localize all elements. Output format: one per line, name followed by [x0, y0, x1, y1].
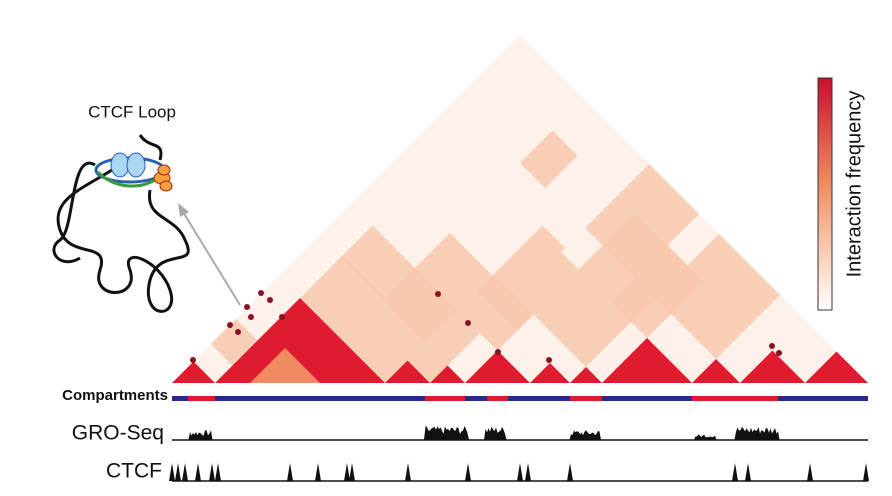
ctcf-peak: [863, 463, 869, 481]
map-block: [585, 164, 699, 278]
map-block: [407, 225, 565, 383]
domain: [385, 360, 430, 383]
colorbar: [817, 77, 833, 311]
ctcf-peak: [215, 463, 221, 481]
gro-seq-signal: [172, 426, 868, 440]
domain: [602, 338, 692, 383]
domain: [465, 350, 530, 383]
compartment-a: [570, 396, 602, 401]
loop-dot: [248, 314, 254, 320]
map-block: [520, 130, 578, 188]
track-label: GRO-Seq: [72, 422, 164, 445]
domain: [740, 350, 805, 383]
loop-dot: [546, 357, 552, 363]
ctcf-peak: [209, 463, 215, 481]
ctcf-peak: [732, 463, 738, 481]
loop-dot: [279, 314, 285, 320]
domain: [172, 361, 215, 383]
ctcf-peak: [465, 463, 471, 481]
ctcf-peak: [745, 463, 751, 481]
loop-dot: [227, 322, 233, 328]
domain: [250, 348, 320, 383]
domain: [805, 351, 868, 383]
compartment-a: [188, 396, 215, 401]
map-block: [671, 250, 780, 359]
ctcf-peak: [567, 463, 573, 481]
ctcf-peak: [195, 463, 201, 481]
loop-dot: [190, 357, 196, 363]
ctcf-peak: [517, 463, 523, 481]
map-block: [211, 319, 258, 366]
tracks: [169, 396, 869, 482]
compartment-a: [425, 396, 465, 401]
loop-dot: [769, 343, 775, 349]
pointer-arrow: [178, 203, 241, 306]
track-label: Compartments: [62, 387, 168, 404]
compartment-a: [692, 396, 778, 401]
map-block: [477, 274, 534, 331]
loop-dot: [776, 350, 782, 356]
ctcf-peak: [349, 463, 355, 481]
ctcf-peak: [405, 463, 411, 481]
loop-dot: [495, 349, 501, 355]
loop-dot: [235, 329, 241, 335]
domain: [570, 367, 602, 383]
loop-dot: [465, 320, 471, 326]
compartment-a: [487, 396, 508, 401]
map-block: [340, 225, 458, 343]
loop-dot: [267, 297, 273, 303]
ctcf-peak: [287, 463, 293, 481]
track-label: CTCF: [106, 460, 162, 483]
loop-label: CTCF Loop: [88, 102, 176, 121]
domain: [430, 365, 465, 383]
ctcf-peak: [315, 463, 321, 481]
ctcf-peak: [525, 463, 531, 481]
loop-dot: [244, 304, 250, 310]
domain: [215, 298, 385, 383]
ctcf-peak: [175, 463, 181, 481]
loop-icon: [52, 134, 190, 313]
colorbar-label: Interaction frequency: [843, 91, 865, 278]
loop-anchor: [94, 152, 173, 192]
compartment-b: [172, 396, 868, 401]
loop-dot: [258, 290, 264, 296]
contact-map: [172, 35, 868, 383]
loop-dot: [435, 291, 441, 297]
ctcf-peak: [169, 463, 175, 481]
map-block: [480, 252, 579, 351]
domain: [530, 363, 570, 383]
domain: [692, 359, 740, 383]
ctcf-peak: [344, 463, 350, 481]
ctcf-peak: [182, 463, 188, 481]
map-block: [611, 245, 704, 338]
ctcf-peak: [807, 463, 813, 481]
map-block: [655, 234, 735, 314]
